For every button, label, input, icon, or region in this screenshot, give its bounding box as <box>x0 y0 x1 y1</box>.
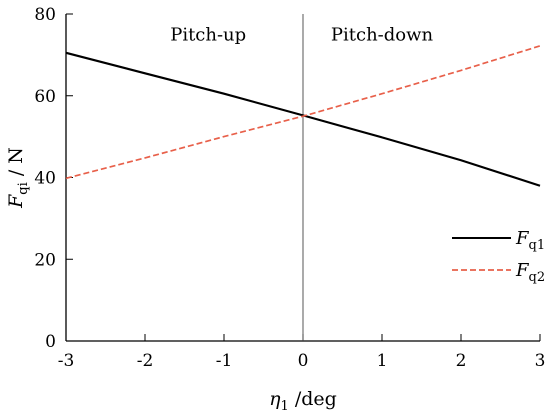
legend-name: F <box>515 260 530 281</box>
ticks: -3 -2 -1 0 1 2 3 0 20 40 60 80 <box>34 5 545 371</box>
series-line-q2 <box>65 45 541 180</box>
x-axis-label: η1 /deg <box>269 388 337 414</box>
legend-entry: Fq1 <box>515 228 545 253</box>
legend-name: F <box>515 228 530 249</box>
y-tick-label: 20 <box>34 250 56 270</box>
legend-name-sub: q2 <box>529 270 546 285</box>
x-tick-label: 1 <box>377 351 388 371</box>
y-tick-label: 80 <box>34 5 56 25</box>
x-tick-label: -3 <box>58 351 75 371</box>
series-lines <box>65 45 541 187</box>
y-tick-label: 0 <box>45 332 56 352</box>
x-tick-label: 2 <box>456 351 467 371</box>
y-axis-label: Fqi / N <box>5 147 31 209</box>
axis-labels: η1 /deg Fqi / N <box>5 147 337 414</box>
y-tick-label: 40 <box>34 169 56 189</box>
x-tick-label: -2 <box>137 351 154 371</box>
x-tick-label: 0 <box>298 351 309 371</box>
annotation-text: Pitch-up <box>170 24 246 45</box>
y-axis-label-sub: qi <box>16 182 31 194</box>
y-axis-label-main: F <box>5 194 27 209</box>
x-axis-label-sub: 1 <box>281 399 289 414</box>
x-tick-label: 3 <box>535 351 546 371</box>
annotation-text: Pitch-down <box>331 24 434 45</box>
legend-name-sub: q1 <box>529 238 546 253</box>
x-tick-label: -1 <box>216 351 233 371</box>
x-axis-label-main: η <box>269 388 281 410</box>
legend-entry: Fq2 <box>515 260 545 285</box>
y-tick-label: 60 <box>34 87 56 107</box>
y-axis-label-rest: / N <box>5 147 27 182</box>
annotations: Pitch-up Pitch-down <box>170 24 433 45</box>
x-axis-label-rest: /deg <box>289 388 337 410</box>
